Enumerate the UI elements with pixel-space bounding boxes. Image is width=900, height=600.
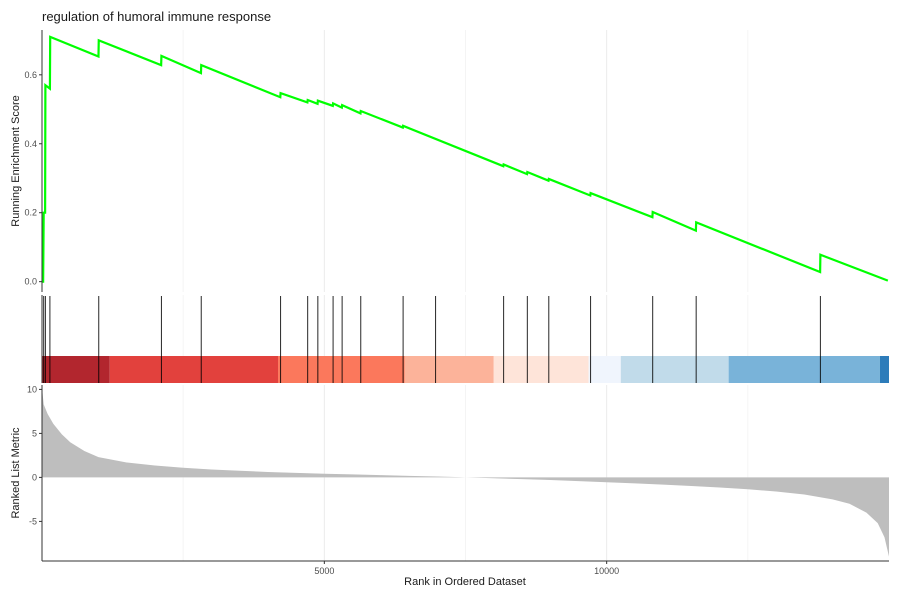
- color-band-segment: [620, 356, 729, 383]
- color-band-segment: [493, 356, 589, 383]
- bottom-y-tick-label: 10: [27, 384, 37, 394]
- x-tick-label: 5000: [314, 566, 334, 576]
- ranked-list-metric-area: [42, 387, 889, 557]
- bottom-y-tick-label: 0: [32, 472, 37, 482]
- color-band-segment: [879, 356, 889, 383]
- top-y-axis: 0.0 0.2 0.4 0.6: [24, 70, 42, 287]
- ranked-color-bar: [42, 356, 889, 383]
- top-y-tick-label: 0.0: [24, 277, 37, 287]
- bottom-y-tick-label: -5: [29, 516, 37, 526]
- color-band-segment: [404, 356, 494, 383]
- running-enrichment-score-line: [42, 35, 889, 283]
- top-y-axis-title: Running Enrichment Score: [10, 95, 22, 226]
- color-band-segment: [588, 356, 621, 383]
- bottom-y-axis: -5 0 5 10: [27, 384, 42, 526]
- x-axis-title: Rank in Ordered Dataset: [404, 576, 526, 588]
- top-y-tick-label: 0.6: [24, 70, 37, 80]
- x-axis: 5000 10000: [314, 561, 619, 576]
- x-tick-label: 10000: [594, 566, 619, 576]
- hits-panel: [41, 295, 889, 383]
- top-y-tick-label: 0.4: [24, 139, 37, 149]
- color-band-segment: [109, 356, 279, 383]
- top-gridlines: [182, 30, 749, 292]
- color-band-segment: [728, 356, 880, 383]
- ranked-metric-panel: -5 0 5 10 5000 10000: [27, 384, 889, 576]
- color-band-segment: [278, 356, 405, 383]
- bottom-y-axis-title: Ranked List Metric: [10, 427, 22, 519]
- top-y-tick-label: 0.2: [24, 208, 37, 218]
- chart-title: regulation of humoral immune response: [42, 9, 271, 24]
- gene-hit-marks: [43, 296, 821, 383]
- running-score-panel: 0.0 0.2 0.4 0.6: [24, 30, 889, 292]
- bottom-y-tick-label: 5: [32, 428, 37, 438]
- color-band-segment: [42, 356, 110, 383]
